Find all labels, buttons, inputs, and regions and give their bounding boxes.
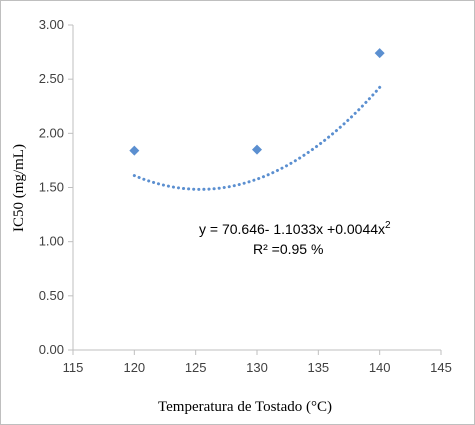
x-tick-label: 140 xyxy=(369,360,391,375)
y-tick-label: 0.50 xyxy=(39,288,64,303)
data-point xyxy=(374,48,385,59)
y-tick-label: 1.00 xyxy=(39,234,64,249)
y-tick-label: 1.50 xyxy=(39,180,64,195)
x-tick-label: 130 xyxy=(246,360,268,375)
x-tick-label: 115 xyxy=(63,360,84,375)
tick-labels: 115 120 125 130 135 140 145 0.00 0.50 1.00 1.50 2.0… xyxy=(39,17,452,375)
y-tick-label: 2.00 xyxy=(39,125,64,140)
x-tick-label: 135 xyxy=(307,360,329,375)
equation-exponent: 2 xyxy=(385,220,391,231)
y-tick-label: 0.00 xyxy=(39,342,64,357)
data-point xyxy=(252,144,262,155)
equation-main: y = 70.646- 1.1033x +0.0044x xyxy=(199,221,385,237)
y-tick-label: 2.50 xyxy=(39,71,64,86)
y-axis-title: IC50 (mg/mL) xyxy=(11,144,27,232)
x-tick-label: 125 xyxy=(185,360,207,375)
data-points xyxy=(129,48,385,156)
r-squared-label: R² =0.95 % xyxy=(253,241,323,257)
trendline-equation: y = 70.646- 1.1033x +0.0044x2 xyxy=(199,220,391,237)
x-tick-label: 145 xyxy=(430,360,452,375)
data-point xyxy=(129,145,140,156)
x-axis-title: Temperatura de Tostado (°C) xyxy=(158,399,332,415)
polynomial-trendline xyxy=(132,85,382,191)
axes xyxy=(68,24,442,355)
y-tick-label: 3.00 xyxy=(39,17,64,32)
x-tick-label: 120 xyxy=(123,360,145,375)
